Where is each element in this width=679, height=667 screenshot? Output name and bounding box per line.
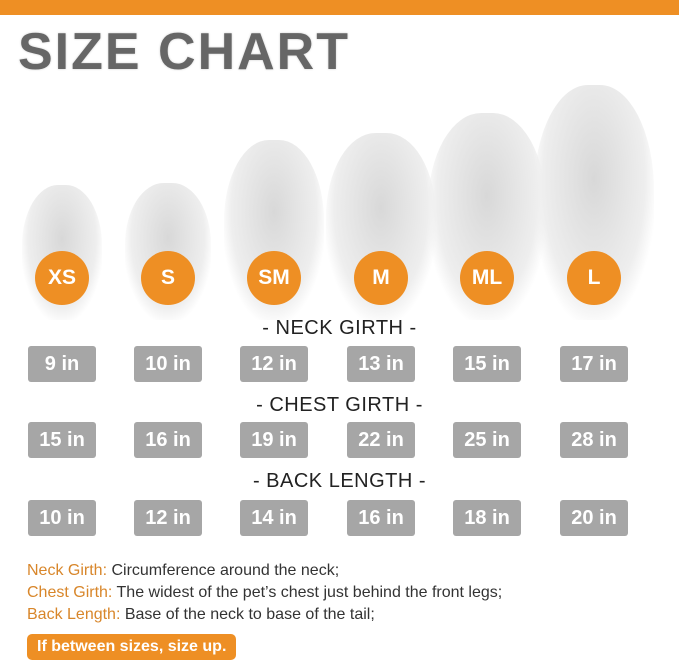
- neck-value: 13 in: [347, 346, 415, 382]
- back-value: 10 in: [28, 500, 96, 536]
- neck-value: 12 in: [240, 346, 308, 382]
- definitions: Neck Girth: Circumference around the nec…: [27, 560, 502, 626]
- size-badge: XS: [35, 251, 89, 305]
- size-badge: L: [567, 251, 621, 305]
- size-badge: SM: [247, 251, 301, 305]
- neck-value: 15 in: [453, 346, 521, 382]
- size-badge: S: [141, 251, 195, 305]
- neck-value: 17 in: [560, 346, 628, 382]
- chest-value: 16 in: [134, 422, 202, 458]
- chest-value: 28 in: [560, 422, 628, 458]
- chest-value: 15 in: [28, 422, 96, 458]
- chest-value: 22 in: [347, 422, 415, 458]
- top-accent-bar: [0, 0, 679, 15]
- back-value: 14 in: [240, 500, 308, 536]
- chest-heading: - CHEST GIRTH -: [256, 394, 423, 416]
- neck-value: 9 in: [28, 346, 96, 382]
- size-badge: ML: [460, 251, 514, 305]
- size-badge: M: [354, 251, 408, 305]
- neck-value: 10 in: [134, 346, 202, 382]
- back-value: 20 in: [560, 500, 628, 536]
- neck-heading: - NECK GIRTH -: [262, 317, 417, 339]
- size-tip-badge: If between sizes, size up.: [27, 634, 237, 660]
- page-title: SIZE CHART: [18, 23, 350, 81]
- chest-value: 19 in: [240, 422, 308, 458]
- back-value: 18 in: [453, 500, 521, 536]
- back-value: 12 in: [134, 500, 202, 536]
- definition-chest: Chest Girth: The widest of the pet’s che…: [27, 584, 503, 601]
- back-value: 16 in: [347, 500, 415, 536]
- definition-back: Back Length: Base of the neck to base of…: [27, 606, 375, 623]
- back-heading: - BACK LENGTH -: [252, 470, 427, 492]
- chest-value: 25 in: [453, 422, 521, 458]
- definition-neck: Neck Girth: Circumference around the nec…: [27, 562, 340, 579]
